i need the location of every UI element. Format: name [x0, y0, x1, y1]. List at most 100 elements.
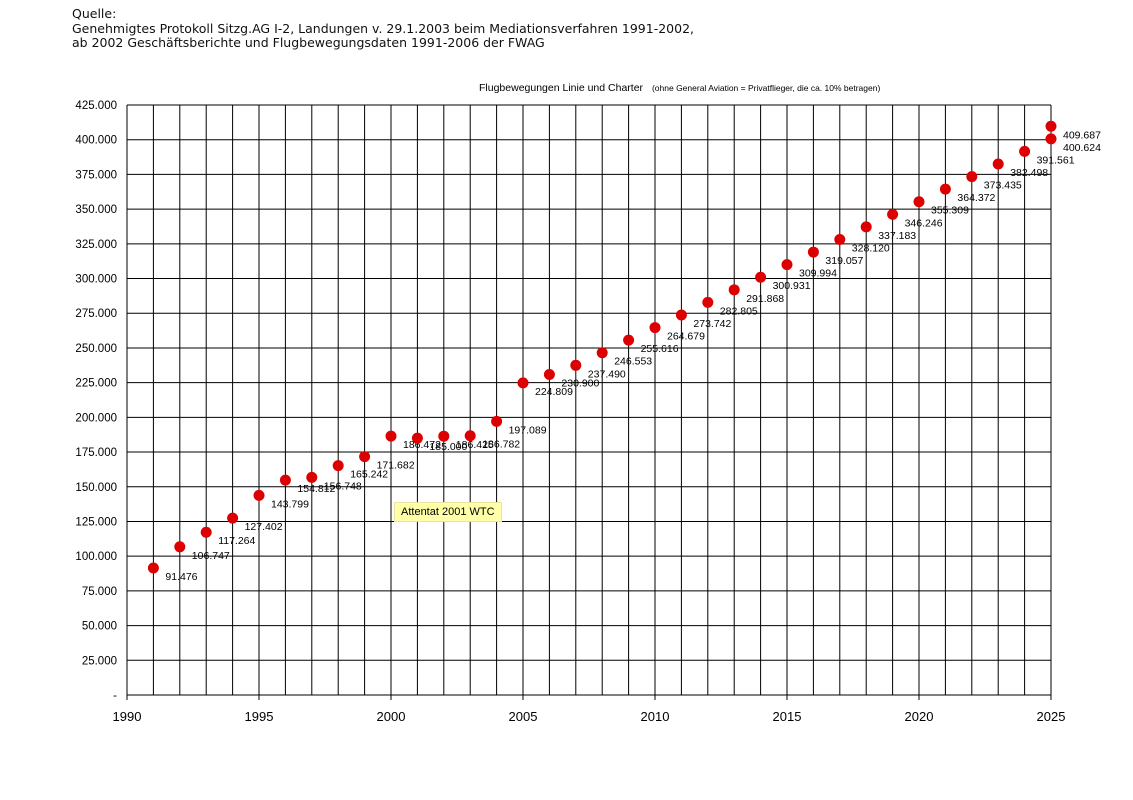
- x-tick-label: 1990: [113, 709, 142, 724]
- data-point: [411, 432, 423, 444]
- data-label: 355.309: [931, 205, 969, 217]
- x-tick-label: 2005: [509, 709, 538, 724]
- data-point: [359, 451, 371, 463]
- chart-title-row: Flugbewegungen Linie und Charter (ohne G…: [479, 82, 880, 94]
- data-point: [623, 334, 635, 346]
- data-point: [966, 171, 978, 183]
- data-label: 337.183: [878, 230, 916, 242]
- data-label: 409.687: [1063, 129, 1101, 141]
- data-point: [491, 415, 503, 427]
- data-label: 382.498: [1010, 167, 1048, 179]
- data-label: 300.931: [773, 280, 811, 292]
- data-label: 185.000: [429, 441, 467, 453]
- data-label: 127.402: [245, 521, 283, 533]
- data-point: [1045, 120, 1057, 132]
- source-line-2: ab 2002 Geschäftsberichte und Flugbewegu…: [72, 35, 545, 50]
- x-tick-label: 2025: [1037, 709, 1066, 724]
- source-line-1: Genehmigtes Protokoll Sitzg.AG I-2, Land…: [72, 20, 695, 36]
- y-tick-label: 175.000: [75, 447, 117, 459]
- data-point: [279, 474, 291, 486]
- data-point: [174, 541, 186, 553]
- data-point: [913, 196, 925, 208]
- y-tick-label: -: [113, 690, 117, 702]
- data-point: [253, 489, 265, 501]
- data-point: [596, 347, 608, 359]
- data-point: [834, 233, 846, 245]
- data-point: [200, 526, 212, 538]
- y-tick-label: 75.000: [82, 586, 117, 598]
- data-label: 400.624: [1063, 142, 1101, 154]
- data-label: 117.264: [218, 535, 255, 547]
- data-point: [570, 359, 582, 371]
- x-tick-label: 2015: [773, 709, 802, 724]
- y-tick-label: 375.000: [75, 169, 117, 181]
- data-point: [464, 430, 476, 442]
- data-point: [227, 512, 239, 524]
- data-point: [702, 296, 714, 308]
- annotation-wtc: Attentat 2001 WTC: [394, 502, 502, 522]
- y-tick-label: 125.000: [75, 516, 117, 528]
- data-label: 230.900: [561, 377, 599, 389]
- data-label: 156.748: [324, 480, 362, 492]
- data-label: 391.561: [1037, 154, 1075, 166]
- data-label: 264.679: [667, 331, 705, 343]
- y-tick-label: 200.000: [75, 412, 117, 424]
- data-label: 246.553: [614, 356, 652, 368]
- y-tick-label: 325.000: [75, 239, 117, 251]
- data-point: [385, 430, 397, 442]
- data-label: 224.809: [535, 386, 573, 398]
- data-label: 319.057: [825, 255, 863, 267]
- data-point: [755, 271, 767, 283]
- x-tick-label: 1995: [245, 709, 274, 724]
- y-tick-label: 50.000: [82, 621, 117, 633]
- source-heading: Quelle:: [72, 6, 117, 21]
- data-point: [147, 562, 159, 574]
- data-point: [728, 284, 740, 296]
- data-label: 186.472: [403, 439, 441, 451]
- data-label: 309.994: [799, 268, 837, 280]
- data-label: 291.868: [746, 293, 784, 305]
- data-label: 154.812: [297, 483, 335, 495]
- data-point: [649, 322, 661, 334]
- data-label: 106.747: [192, 550, 230, 562]
- data-label: 373.435: [984, 180, 1022, 192]
- x-tick-label: 2000: [377, 709, 406, 724]
- data-point: [807, 246, 819, 258]
- source-note: Quelle: Genehmigtes Protokoll Sitzg.AG I…: [72, 6, 695, 51]
- y-tick-label: 425.000: [75, 100, 117, 112]
- data-label: 91.476: [165, 571, 197, 583]
- x-tick-label: 2010: [641, 709, 670, 724]
- data-label: 282.805: [720, 305, 758, 317]
- data-label: 328.120: [852, 242, 890, 254]
- y-tick-label: 25.000: [82, 655, 117, 667]
- y-tick-label: 400.000: [75, 135, 117, 147]
- y-tick-label: 350.000: [75, 204, 117, 216]
- data-label: 273.742: [693, 318, 731, 330]
- data-point: [332, 460, 344, 472]
- y-tick-label: 225.000: [75, 378, 117, 390]
- data-point: [781, 259, 793, 271]
- data-point: [1019, 145, 1031, 157]
- y-tick-label: 100.000: [75, 551, 117, 563]
- y-tick-label: 300.000: [75, 274, 117, 286]
- data-label: 165.242: [350, 469, 388, 481]
- data-point: [438, 430, 450, 442]
- y-tick-label: 150.000: [75, 482, 117, 494]
- data-label: 143.799: [271, 498, 309, 510]
- y-tick-label: 250.000: [75, 343, 117, 355]
- data-label: 255.616: [641, 343, 679, 355]
- data-point: [543, 368, 555, 380]
- data-label: 197.089: [509, 424, 547, 436]
- chart-title: Flugbewegungen Linie und Charter: [479, 82, 644, 94]
- data-label: 364.372: [957, 192, 995, 204]
- x-tick-label: 2020: [905, 709, 934, 724]
- data-label: 237.490: [588, 368, 626, 380]
- data-point: [887, 208, 899, 220]
- chart-subtitle: (ohne General Aviation = Privatflieger, …: [651, 83, 881, 93]
- y-tick-label: 275.000: [75, 308, 117, 320]
- data-point: [306, 471, 318, 483]
- data-point: [992, 158, 1004, 170]
- data-point: [1045, 133, 1057, 145]
- data-point: [517, 377, 529, 389]
